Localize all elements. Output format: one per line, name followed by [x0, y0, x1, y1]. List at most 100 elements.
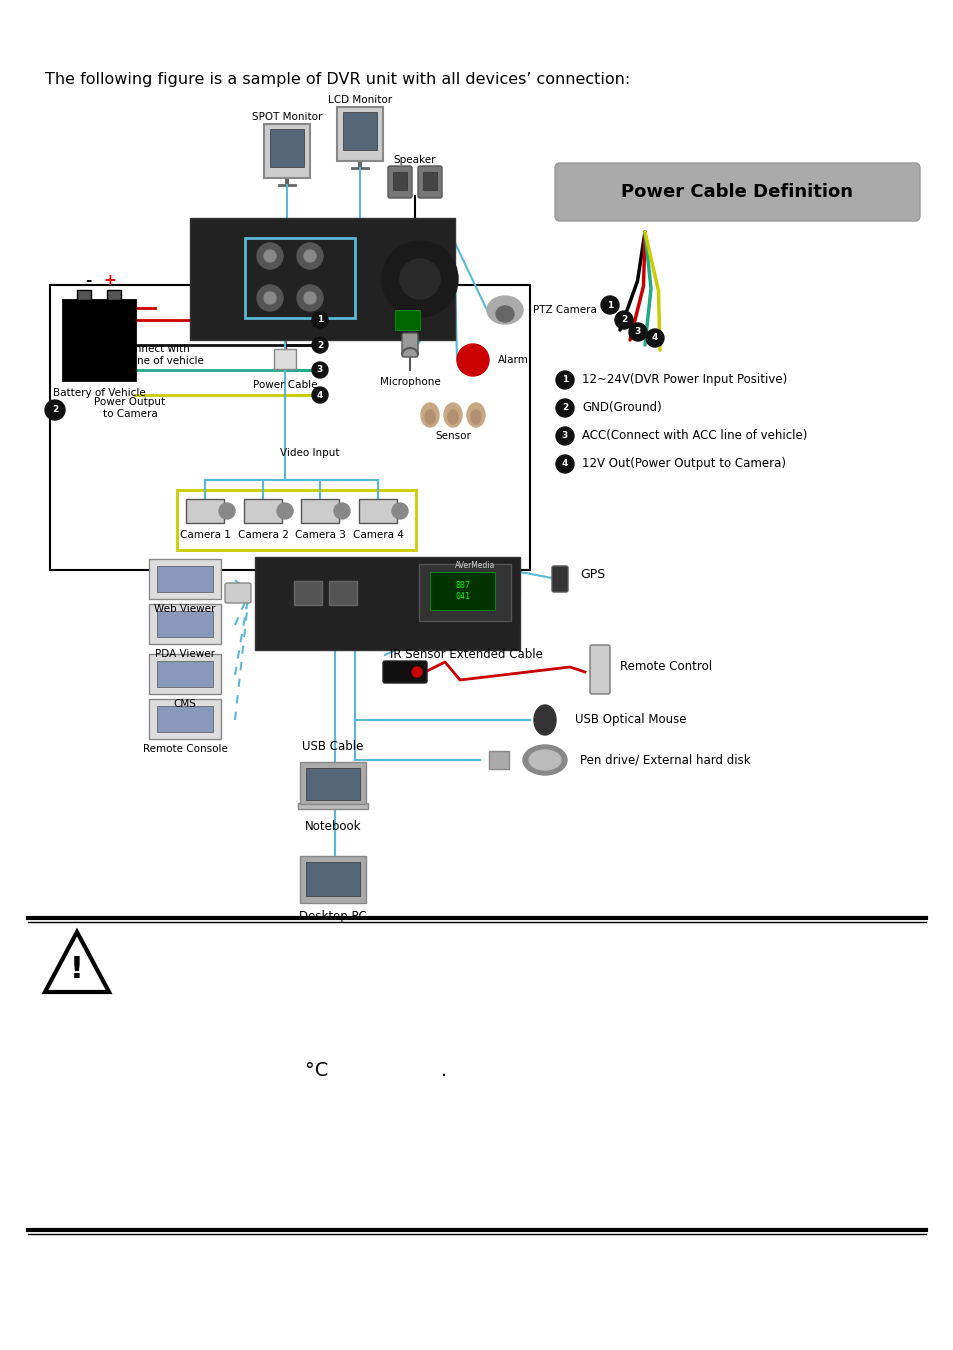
Circle shape	[276, 504, 293, 518]
Circle shape	[219, 504, 234, 518]
Ellipse shape	[522, 745, 566, 775]
FancyBboxPatch shape	[393, 171, 407, 190]
Text: Power Output
to Camera: Power Output to Camera	[94, 397, 166, 418]
Ellipse shape	[529, 751, 560, 769]
Text: 4: 4	[316, 390, 323, 400]
FancyBboxPatch shape	[343, 112, 376, 150]
Polygon shape	[45, 931, 109, 992]
Circle shape	[304, 292, 315, 304]
FancyBboxPatch shape	[430, 572, 495, 610]
Text: 2: 2	[316, 340, 323, 350]
Circle shape	[312, 338, 328, 352]
FancyBboxPatch shape	[107, 290, 121, 300]
Circle shape	[256, 243, 283, 269]
FancyBboxPatch shape	[149, 603, 221, 644]
Circle shape	[256, 285, 283, 310]
Ellipse shape	[486, 296, 522, 324]
Circle shape	[628, 323, 646, 342]
Text: 3: 3	[316, 366, 323, 374]
Circle shape	[556, 371, 574, 389]
FancyBboxPatch shape	[301, 500, 338, 522]
Text: USB Optical Mouse: USB Optical Mouse	[575, 714, 686, 726]
Text: The following figure is a sample of DVR unit with all devices’ connection:: The following figure is a sample of DVR …	[45, 72, 630, 86]
FancyBboxPatch shape	[306, 863, 359, 896]
Text: 887
041: 887 041	[455, 582, 470, 601]
Text: 3: 3	[561, 432, 568, 440]
Circle shape	[312, 312, 328, 328]
FancyBboxPatch shape	[157, 566, 213, 593]
FancyBboxPatch shape	[274, 350, 295, 369]
Text: 2: 2	[51, 405, 58, 414]
Text: Battery of Vehicle: Battery of Vehicle	[52, 387, 145, 398]
FancyBboxPatch shape	[299, 856, 366, 903]
Ellipse shape	[471, 410, 480, 424]
Text: Camera 2: Camera 2	[237, 531, 288, 540]
Text: PTZ Camera: PTZ Camera	[533, 305, 597, 315]
Text: 12~24V(DVR Power Input Positive): 12~24V(DVR Power Input Positive)	[581, 374, 786, 386]
Text: Power Cable Definition: Power Cable Definition	[620, 184, 853, 201]
Text: LCD Monitor: LCD Monitor	[328, 95, 392, 105]
FancyBboxPatch shape	[157, 612, 213, 637]
Text: Desktop PC: Desktop PC	[299, 910, 367, 923]
Circle shape	[304, 250, 315, 262]
FancyBboxPatch shape	[186, 500, 224, 522]
FancyBboxPatch shape	[382, 662, 427, 683]
Ellipse shape	[534, 705, 556, 734]
Text: Pen drive/ External hard disk: Pen drive/ External hard disk	[579, 753, 750, 767]
FancyBboxPatch shape	[270, 130, 304, 167]
Circle shape	[312, 362, 328, 378]
Text: AVerMedia: AVerMedia	[455, 562, 495, 570]
FancyBboxPatch shape	[149, 653, 221, 694]
Text: Remote Console: Remote Console	[142, 744, 227, 755]
Text: CMS: CMS	[173, 699, 196, 709]
Circle shape	[334, 504, 350, 518]
Text: Camera 4: Camera 4	[353, 531, 403, 540]
Text: IR Sensor Extended Cable: IR Sensor Extended Cable	[390, 648, 542, 662]
Text: +: +	[103, 273, 116, 288]
FancyBboxPatch shape	[244, 500, 282, 522]
Circle shape	[312, 387, 328, 404]
Text: 2: 2	[561, 404, 568, 413]
Text: ACC(Connect with ACC line of vehicle): ACC(Connect with ACC line of vehicle)	[581, 429, 806, 443]
Text: 12V Out(Power Output to Camera): 12V Out(Power Output to Camera)	[581, 458, 785, 471]
FancyBboxPatch shape	[63, 300, 135, 379]
Ellipse shape	[420, 404, 438, 427]
FancyBboxPatch shape	[299, 761, 366, 805]
Text: USB Cable: USB Cable	[302, 740, 363, 753]
Text: °C                  .: °C .	[305, 1061, 447, 1080]
Ellipse shape	[424, 410, 435, 424]
FancyBboxPatch shape	[329, 580, 356, 605]
Text: Remote Control: Remote Control	[619, 660, 711, 674]
Text: GPS: GPS	[579, 568, 604, 582]
Text: SPOT Monitor: SPOT Monitor	[252, 112, 322, 122]
FancyBboxPatch shape	[149, 559, 221, 599]
Circle shape	[296, 243, 323, 269]
FancyBboxPatch shape	[418, 564, 511, 621]
Text: Camera 1: Camera 1	[179, 531, 231, 540]
Ellipse shape	[496, 306, 514, 323]
Circle shape	[381, 242, 457, 317]
Text: !: !	[70, 956, 84, 984]
Ellipse shape	[467, 404, 484, 427]
Text: Sensor: Sensor	[435, 431, 471, 441]
FancyBboxPatch shape	[417, 166, 441, 198]
FancyBboxPatch shape	[422, 171, 436, 190]
Text: Connect with
ACC line of vehicle: Connect with ACC line of vehicle	[106, 344, 204, 366]
FancyBboxPatch shape	[552, 566, 567, 593]
FancyBboxPatch shape	[589, 645, 609, 694]
Text: Microphone: Microphone	[379, 377, 440, 387]
Text: Notebook: Notebook	[304, 819, 361, 833]
FancyBboxPatch shape	[157, 662, 213, 687]
Text: -: -	[85, 273, 91, 288]
Circle shape	[392, 504, 408, 518]
Text: Camera 3: Camera 3	[294, 531, 345, 540]
FancyBboxPatch shape	[358, 500, 396, 522]
Text: 4: 4	[561, 459, 568, 468]
Text: GND(Ground): GND(Ground)	[581, 401, 661, 414]
Text: 1: 1	[561, 375, 568, 385]
Circle shape	[600, 296, 618, 315]
FancyBboxPatch shape	[157, 706, 213, 732]
FancyBboxPatch shape	[77, 290, 91, 300]
Circle shape	[45, 400, 65, 420]
Ellipse shape	[448, 410, 457, 424]
